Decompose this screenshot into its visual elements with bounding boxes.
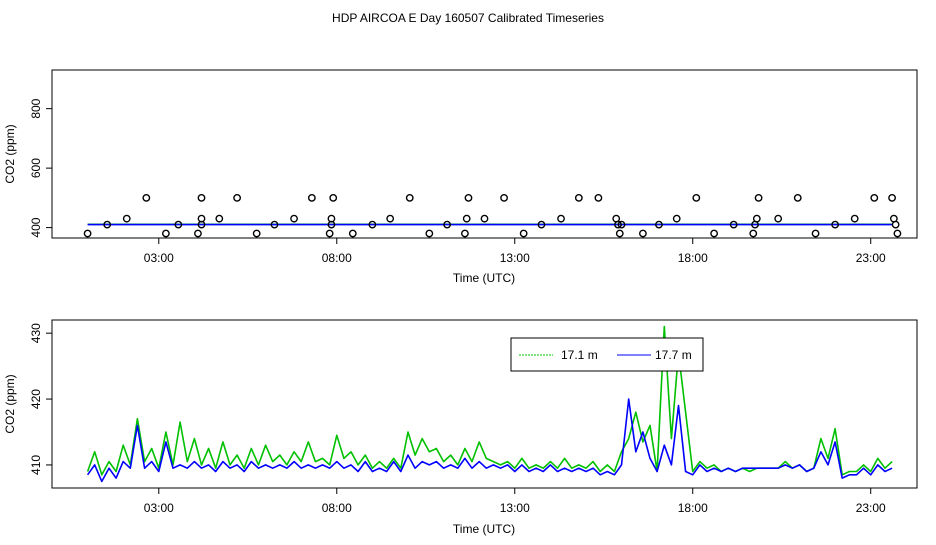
x-tick-label-bottom: 18:00 [678,501,708,515]
calibration-point [852,215,858,221]
calibration-point [350,230,356,236]
x-tick-label-bottom: 03:00 [144,501,174,515]
calibration-point [558,215,564,221]
calibration-point [84,230,90,236]
axis-ticks-top: 03:00 08:00 13:00 18:00 23:00 400 600 800 [29,98,886,265]
calibration-point [595,195,601,201]
calibration-point [216,215,222,221]
y-tick-label-bottom: 420 [29,389,43,409]
calibration-point [143,195,149,201]
calibration-point [387,215,393,221]
figure-title: HDP AIRCOA E Day 160507 Calibrated Times… [332,11,604,25]
x-tick-label-top: 03:00 [144,251,174,265]
x-axis-label-top: Time (UTC) [453,271,515,285]
x-tick-label-bottom: 08:00 [322,501,352,515]
legend: 17.1 m 17.7 m [511,338,703,371]
x-tick-label-bottom: 23:00 [856,501,886,515]
x-axis-label-bottom: Time (UTC) [453,522,515,536]
calibration-point [894,230,900,236]
x-tick-label-top: 08:00 [322,251,352,265]
calibration-point [812,230,818,236]
calibration-point [871,195,877,201]
x-tick-label-top: 23:00 [856,251,886,265]
series-lines-bottom [88,327,893,482]
calibration-point [750,230,756,236]
calibration-point [330,195,336,201]
calibration-point [407,195,413,201]
calibration-point [755,195,761,201]
y-tick-label-top: 400 [29,217,43,237]
calibration-point [889,195,895,201]
calibration-point [674,215,680,221]
calibration-point [501,195,507,201]
calibration-point [481,215,487,221]
calibration-point [253,230,259,236]
x-tick-label-top: 13:00 [500,251,530,265]
calibration-point [198,195,204,201]
calibration-point [711,230,717,236]
series-line-17-1-m [88,327,893,475]
y-tick-label-bottom: 410 [29,455,43,475]
calibration-point [754,215,760,221]
calibration-point [426,230,432,236]
calibration-point [326,230,332,236]
calibration-point [124,215,130,221]
calibration-point [693,195,699,201]
panel-top: 03:00 08:00 13:00 18:00 23:00 400 600 800 Time … [3,70,917,285]
calibration-point [291,215,297,221]
calibration-point [892,221,898,227]
y-tick-label-top: 800 [29,98,43,118]
calibration-point [795,195,801,201]
calibration-point [462,230,468,236]
calibration-point [163,230,169,236]
axis-ticks-bottom: 03:00 08:00 13:00 18:00 23:00 410 420 430 [29,323,886,515]
series-line-17-7-m [88,399,893,481]
plot-frame-top [52,70,917,238]
calibration-point [465,195,471,201]
calibration-point [234,195,240,201]
calibration-point [640,230,646,236]
calibration-point [576,195,582,201]
x-tick-label-bottom: 13:00 [500,501,530,515]
y-tick-label-top: 600 [29,158,43,178]
calibration-point [520,230,526,236]
legend-label-17-7m: 17.7 m [655,348,692,362]
calibration-points [84,195,900,237]
y-axis-label-top: CO2 (ppm) [3,124,17,183]
calibration-point [775,215,781,221]
calibration-point [617,230,623,236]
legend-label-17-1m: 17.1 m [561,348,598,362]
x-tick-label-top: 18:00 [678,251,708,265]
calibration-point [309,195,315,201]
y-tick-label-bottom: 430 [29,323,43,343]
y-axis-label-bottom: CO2 (ppm) [3,374,17,433]
calibration-point [464,215,470,221]
calibration-point [195,230,201,236]
panel-bottom: 03:00 08:00 13:00 18:00 23:00 410 420 430 Time … [3,320,917,536]
